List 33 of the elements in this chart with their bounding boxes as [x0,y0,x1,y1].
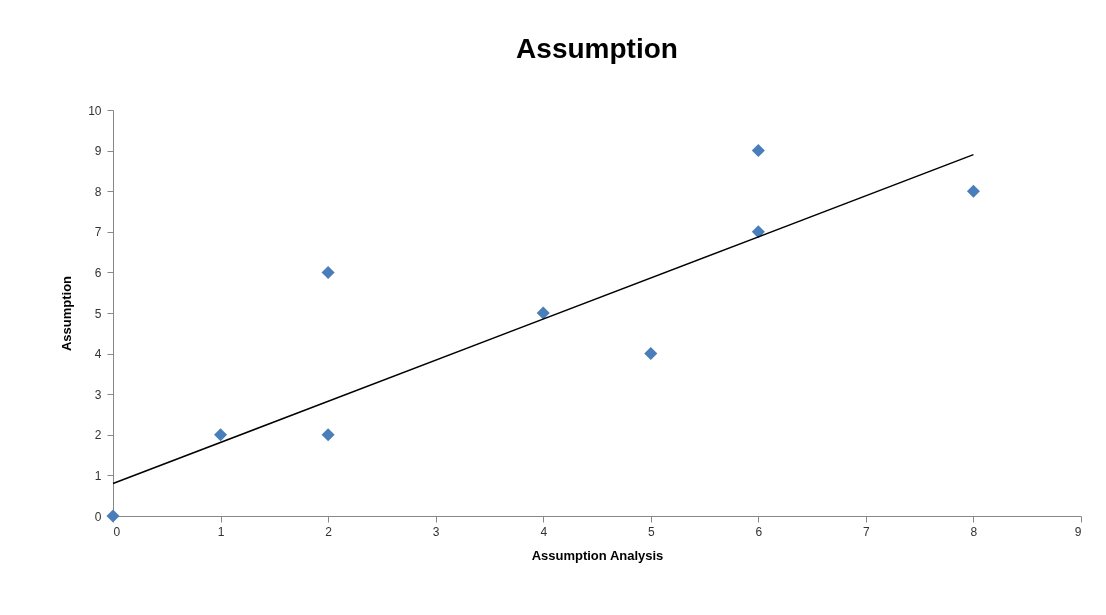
y-tick-label: 1 [94,468,102,483]
x-tick-label: 3 [432,524,440,539]
x-tick-label: 0 [113,524,121,539]
y-tick-label: 7 [94,225,102,240]
point [751,225,765,239]
x-tick-label: 2 [325,524,333,539]
y-tick-label: 8 [94,184,102,199]
point [321,428,335,442]
x-tick-label: 5 [647,524,655,539]
point [966,184,980,198]
y-tick-label: 5 [94,306,102,321]
point [321,265,335,279]
x-tick-label: 9 [1074,524,1082,539]
y-tick-label: 0 [94,509,102,524]
x-tick-label: 4 [540,524,548,539]
y-tick-label: 6 [94,265,102,280]
y-axis-title: Assumption [59,275,75,352]
y-tick-label: 4 [94,347,102,362]
x-tick-label: 8 [970,524,978,539]
point [751,144,765,158]
point [536,306,550,320]
point [106,509,120,523]
x-tick-label: 7 [863,524,871,539]
x-tick-label: 1 [217,524,225,539]
chart-title: Assumption [516,33,678,64]
y-tick-label: 9 [94,144,102,159]
y-tick-label: 3 [94,387,102,402]
y-tick-label: 2 [94,428,102,443]
x-axis-title: Assumption Analysis [531,547,664,563]
x-tick-label: 6 [755,524,763,539]
point [214,428,228,442]
point [644,347,658,361]
y-tick-label: 10 [88,103,102,118]
